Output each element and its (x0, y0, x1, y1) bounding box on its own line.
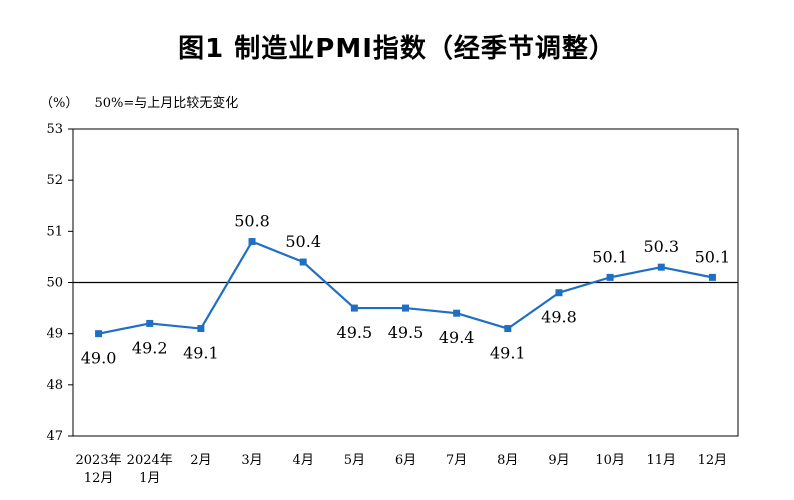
data-label: 50.1 (695, 247, 731, 266)
data-point-marker (146, 319, 154, 327)
y-tick-label: 48 (46, 378, 63, 393)
data-label: 50.3 (643, 237, 679, 256)
x-tick-label: 3月 (241, 453, 262, 468)
data-point-marker (555, 289, 563, 297)
x-tick-label: 7月 (446, 453, 467, 468)
y-tick-label: 51 (46, 224, 63, 239)
data-label: 49.5 (388, 323, 424, 342)
x-tick-label: 10月 (595, 453, 625, 468)
data-point-marker (402, 304, 409, 312)
data-label: 49.1 (183, 344, 219, 363)
data-point-marker (504, 325, 512, 333)
data-label: 49.8 (541, 308, 577, 327)
data-label: 49.1 (490, 344, 526, 363)
reference-note: 50%=与上月比较无变化 (94, 96, 239, 111)
data-label: 50.4 (285, 232, 321, 251)
x-tick-label: 5月 (344, 453, 365, 468)
x-tick-label: 4月 (293, 453, 314, 468)
data-point-marker (95, 330, 103, 338)
x-tick-label: 8月 (497, 453, 518, 468)
y-axis-unit: （%） (40, 96, 79, 111)
data-point-marker (350, 304, 358, 312)
y-tick-label: 49 (46, 327, 63, 342)
data-point-marker (248, 238, 256, 246)
data-label: 50.1 (592, 247, 628, 266)
data-point-marker (657, 263, 665, 271)
y-tick-label: 52 (46, 173, 63, 188)
x-tick-label: 2023年 (76, 453, 122, 468)
data-point-marker (197, 325, 205, 333)
data-label: 49.2 (132, 338, 168, 357)
x-tick-label: 12月 (84, 471, 114, 486)
chart-title: 图1 制造业PMI指数（经季节调整） (178, 34, 616, 64)
x-tick-label: 12月 (698, 453, 728, 468)
chart-unit-note: （%） 50%=与上月比较无变化 (40, 92, 250, 111)
x-tick-label: 2024年 (127, 453, 173, 468)
data-point-marker (299, 258, 307, 266)
data-label: 49.0 (81, 349, 117, 368)
data-point-marker (606, 273, 614, 281)
data-point-marker (453, 309, 461, 317)
y-tick-label: 47 (46, 429, 63, 444)
data-label: 49.4 (439, 328, 475, 347)
data-label: 50.8 (234, 212, 270, 231)
x-tick-label: 1月 (139, 471, 160, 486)
x-tick-label: 2月 (190, 453, 211, 468)
x-tick-label: 6月 (395, 453, 416, 468)
data-point-marker (708, 273, 716, 281)
data-label: 49.5 (337, 323, 373, 342)
y-tick-label: 50 (46, 276, 63, 291)
x-tick-label: 11月 (646, 453, 676, 468)
y-tick-label: 53 (46, 122, 63, 137)
x-tick-label: 9月 (548, 453, 569, 468)
